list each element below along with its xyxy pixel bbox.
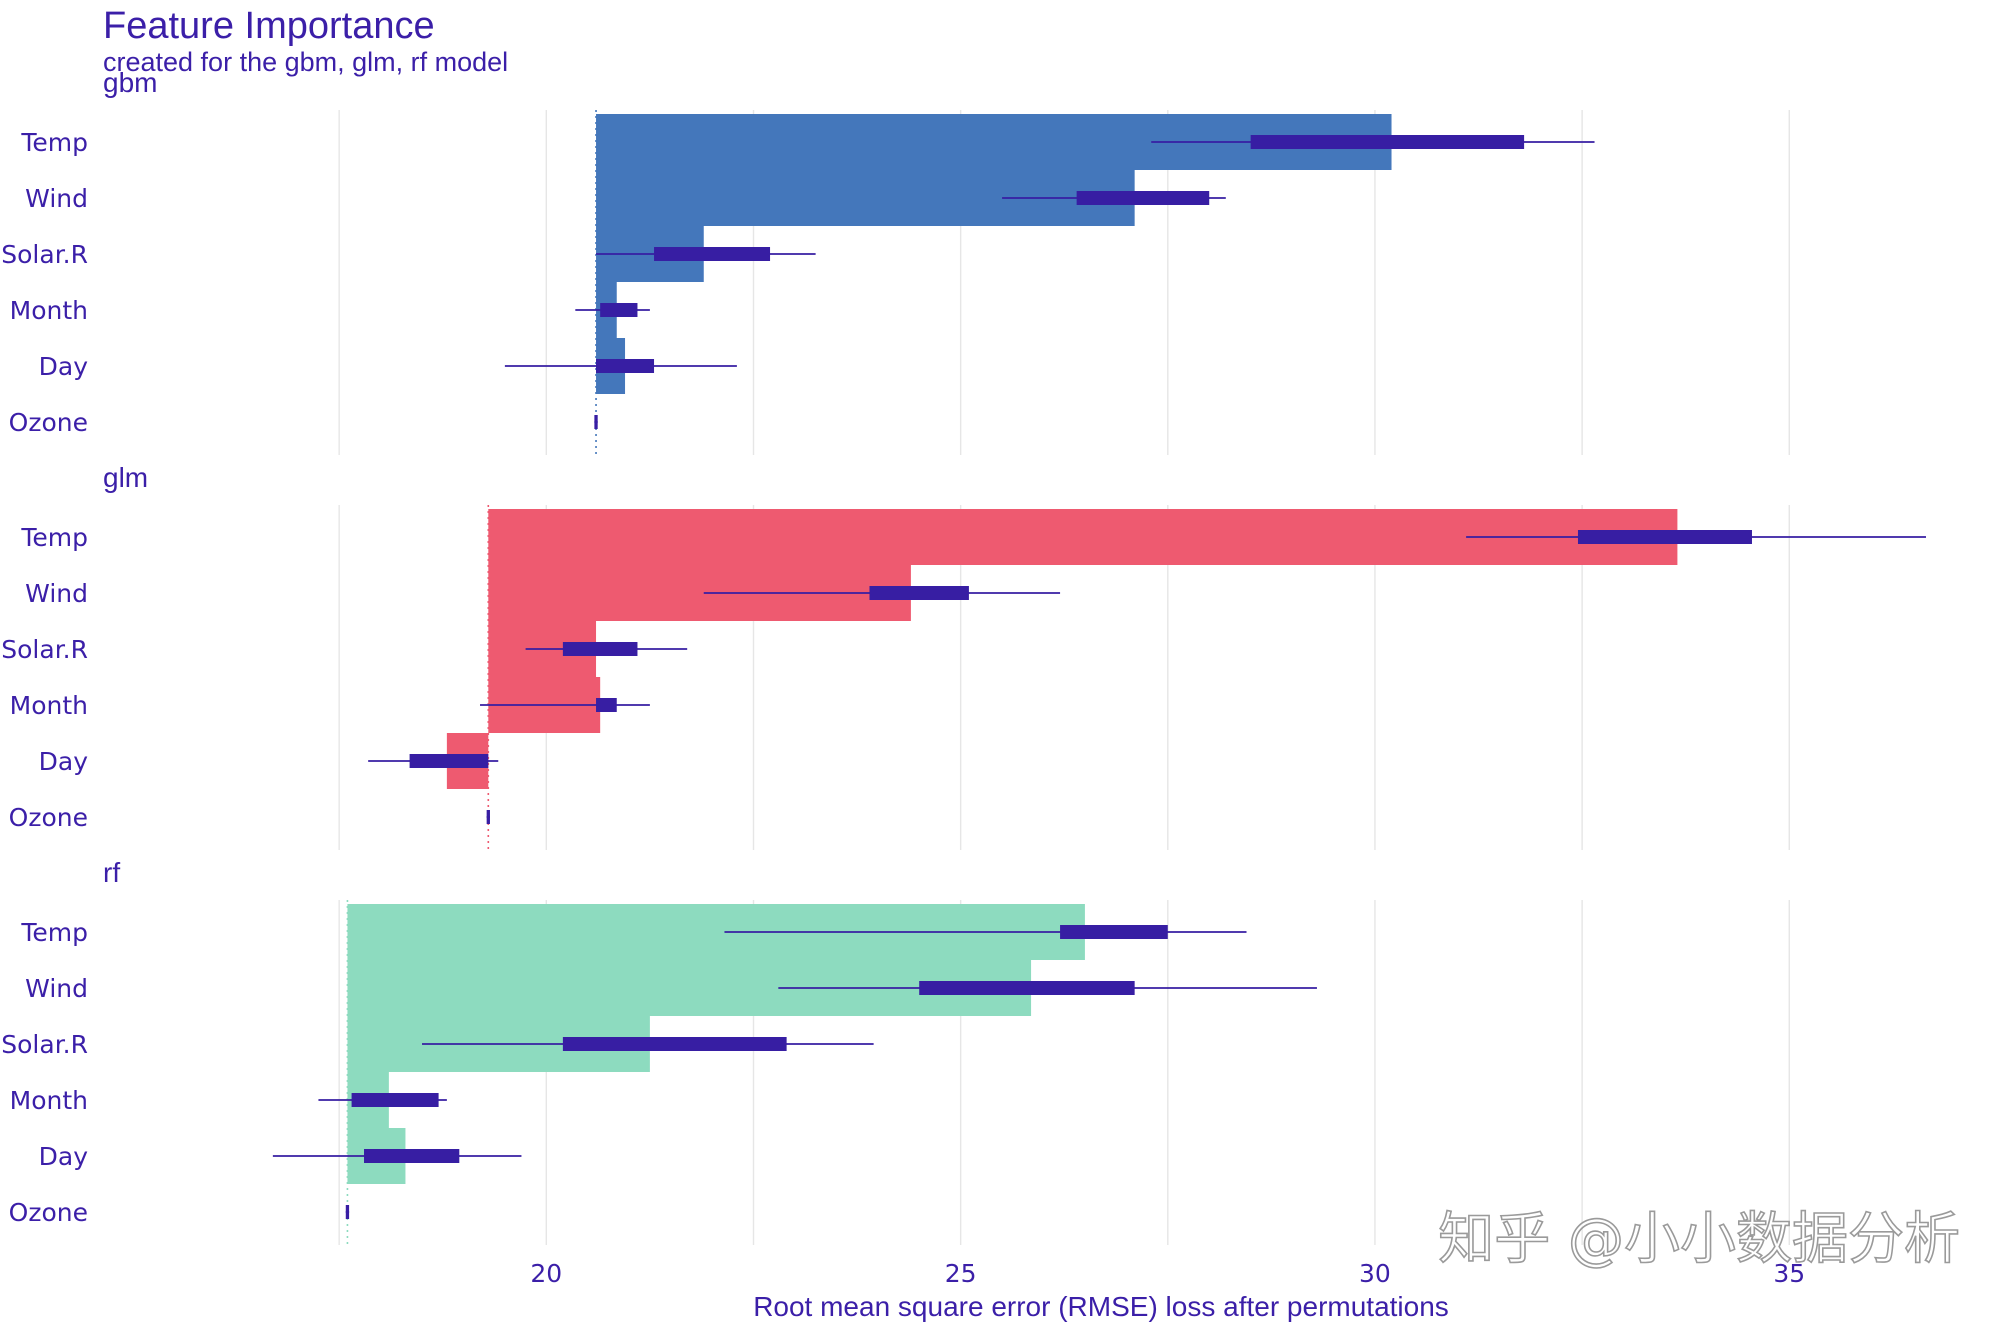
box-rf-Solar.R [562, 1037, 787, 1051]
box-rf-Wind [919, 981, 1135, 995]
feature-label-Month: Month [10, 1086, 88, 1115]
feature-label-Wind: Wind [25, 579, 88, 608]
box-gbm-Temp [1250, 135, 1525, 149]
box-gbm-Ozone [594, 415, 598, 429]
box-rf-Ozone [345, 1205, 350, 1219]
chart-subtitle: created for the gbm, glm, rf model [103, 47, 508, 77]
feature-label-Temp: Temp [20, 523, 88, 552]
feature-label-Month: Month [10, 691, 88, 720]
feature-label-Temp: Temp [20, 128, 88, 157]
x-tick-label: 25 [945, 1259, 977, 1288]
box-rf-Temp [1060, 925, 1168, 939]
x-axis-label: Root mean square error (RMSE) loss after… [753, 1291, 1449, 1322]
panel-label-glm: glm [103, 462, 148, 493]
feature-label-Day: Day [39, 352, 89, 381]
box-gbm-Solar.R [654, 247, 771, 261]
feature-label-Month: Month [10, 296, 88, 325]
x-tick-label: 30 [1359, 1259, 1391, 1288]
box-gbm-Month [600, 303, 638, 317]
feature-label-Wind: Wind [25, 184, 88, 213]
chart-title: Feature Importance [103, 5, 435, 47]
panel-gbm: gbm Temp Wind Solar.R Month Day Ozone [1, 67, 1790, 455]
feature-label-Day: Day [39, 747, 89, 776]
box-glm-Ozone [486, 810, 490, 824]
box-gbm-Wind [1076, 191, 1210, 205]
panels-group: gbm Temp Wind Solar.R Month Day Ozone glm Temp Wi… [1, 67, 1926, 1245]
feature-label-Ozone: Ozone [9, 1198, 88, 1227]
feature-label-Solar.R: Solar.R [1, 635, 88, 664]
panel-glm: glm Temp Wind Solar.R Month Day Ozone [1, 462, 1926, 850]
box-glm-Wind [869, 586, 969, 600]
watermark: 知乎 @小小数据分析 [1438, 1207, 1960, 1272]
box-glm-Temp [1577, 530, 1752, 544]
panel-label-gbm: gbm [103, 67, 157, 98]
box-rf-Month [351, 1093, 439, 1107]
feature-label-Ozone: Ozone [9, 803, 88, 832]
box-gbm-Day [596, 359, 655, 373]
box-glm-Month [596, 698, 617, 712]
feature-label-Ozone: Ozone [9, 408, 88, 437]
x-tick-label: 35 [1773, 1259, 1805, 1288]
box-rf-Day [364, 1149, 460, 1163]
feature-label-Solar.R: Solar.R [1, 1030, 88, 1059]
box-glm-Solar.R [562, 642, 638, 656]
feature-label-Day: Day [39, 1142, 89, 1171]
feature-label-Wind: Wind [25, 974, 88, 1003]
panel-rf: rf Temp Wind Solar.R Month Day Ozone [1, 857, 1790, 1245]
box-glm-Day [409, 754, 489, 768]
x-axis: 20 25 30 35 [530, 1259, 1805, 1288]
panel-label-rf: rf [103, 857, 120, 888]
x-tick-label: 20 [530, 1259, 562, 1288]
feature-label-Temp: Temp [20, 918, 88, 947]
feature-label-Solar.R: Solar.R [1, 240, 88, 269]
